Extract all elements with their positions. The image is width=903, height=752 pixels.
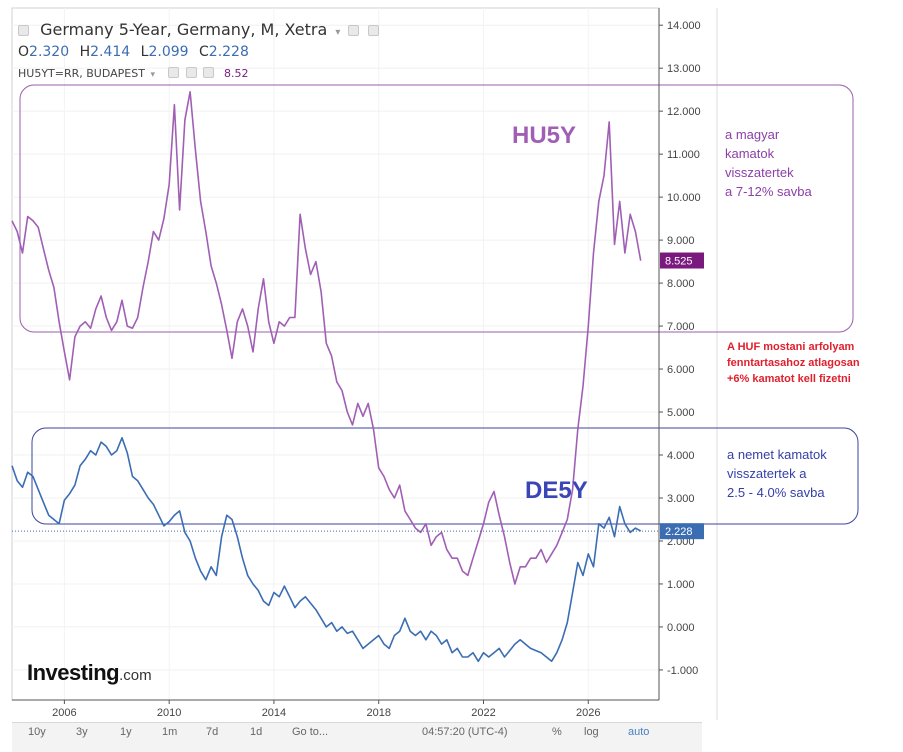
bottom-toolbar: 10y 3y 1y 1m 7d 1d Go to... 04:57:20 (UT… <box>12 722 702 752</box>
x-tick-label: 2010 <box>157 707 181 719</box>
logo-suffix: .com <box>119 667 152 684</box>
ohlc-low-value: 2.099 <box>148 44 189 60</box>
chart-title: Germany 5-Year, Germany, M, Xetra <box>40 20 328 39</box>
huf-note: A HUF mostani arfolyam fenntartasahoz at… <box>727 339 860 387</box>
ohlc-low-label: L <box>140 44 149 60</box>
x-tick-label: 2022 <box>471 707 495 719</box>
y-tick-label: 3.000 <box>667 493 695 505</box>
hu-note-line: kamatok <box>725 146 775 161</box>
close-icon[interactable] <box>203 67 215 78</box>
percent-toggle[interactable]: % <box>552 726 562 738</box>
range-7d-button[interactable]: 7d <box>206 726 219 738</box>
chart-series <box>11 91 659 663</box>
x-tick-label: 2018 <box>366 707 390 719</box>
log-toggle[interactable]: log <box>584 726 599 738</box>
last-value-text-de5y: 2.228 <box>665 526 693 538</box>
de-note-line: a nemet kamatok <box>727 447 827 462</box>
y-tick-label: 9.000 <box>667 235 695 247</box>
ohlc-close-label: C <box>199 44 209 60</box>
gear-icon[interactable] <box>367 25 379 36</box>
ohlc-open-value: 2.320 <box>29 44 70 60</box>
hu-note: a magyar kamatok visszatertek a 7-12% sa… <box>725 125 812 201</box>
ohlc-close-value: 2.228 <box>208 44 249 60</box>
chevron-down-icon[interactable]: ▾ <box>335 27 341 38</box>
ohlc-line: O2.320 H2.414 L2.099 C2.228 <box>18 44 249 60</box>
gear-icon[interactable] <box>185 67 197 78</box>
plot-frame <box>11 7 660 701</box>
hu-note-line: a magyar <box>725 127 780 142</box>
range-3y-button[interactable]: 3y <box>76 726 88 738</box>
y-tick-label: 12.000 <box>667 106 701 118</box>
series-line-de5y <box>11 437 642 663</box>
hu-note-line: a 7-12% savba <box>725 184 812 199</box>
last-value-text-hu5y: 8.525 <box>665 256 693 268</box>
y-tick-label: -1.000 <box>667 665 698 677</box>
ohlc-open-label: O <box>18 44 30 60</box>
y-tick-label: 7.000 <box>667 321 695 333</box>
chart-header: Germany 5-Year, Germany, M, Xetra ▾ <box>18 20 379 39</box>
range-1m-button[interactable]: 1m <box>162 726 178 738</box>
y-tick-label: 14.000 <box>667 20 701 32</box>
last-value-labels: 8.525 2.228 <box>660 252 704 540</box>
y-tick-label: 8.000 <box>667 278 695 290</box>
chevron-down-icon[interactable]: ▾ <box>150 70 155 80</box>
huf-note-line: fenntartasahoz atlagosan <box>727 357 860 369</box>
de-note: a nemet kamatok visszatertek a 2.5 - 4.0… <box>727 445 827 502</box>
ohlc-high-value: 2.414 <box>90 44 131 60</box>
y-tick-label: 0.000 <box>667 622 695 634</box>
hu5y-label: HU5Y <box>512 122 577 149</box>
auto-toggle[interactable]: auto <box>628 726 650 738</box>
y-tick-label: 5.000 <box>667 407 695 419</box>
overlay-value: 8.52 <box>223 67 249 80</box>
investing-logo: Investing.com <box>27 660 152 686</box>
huf-note-line: +6% kamatot kell fizetni <box>727 373 851 385</box>
huf-note-line: A HUF mostani arfolyam <box>727 341 855 353</box>
de-note-line: visszatertek a <box>727 466 807 481</box>
ohlc-high-label: H <box>79 44 91 60</box>
y-tick-label: 4.000 <box>667 450 695 462</box>
hu-range-box <box>19 84 854 333</box>
y-tick-label: 11.000 <box>667 149 700 161</box>
x-axis: 2006 2010 2014 2018 2022 2026 <box>12 699 659 719</box>
last-value-badge-hu5y <box>660 252 704 269</box>
x-tick-label: 2014 <box>262 707 286 719</box>
collapse-icon[interactable] <box>18 25 29 36</box>
last-value-badge-de5y <box>660 523 704 540</box>
range-10y-button[interactable]: 10y <box>28 726 46 738</box>
overlay-line: HU5YT=RR, BUDAPEST ▾ 8.52 <box>18 67 248 80</box>
x-tick-label: 2026 <box>576 707 600 719</box>
de-note-line: 2.5 - 4.0% savba <box>727 485 825 500</box>
y-tick-label: 13.000 <box>667 63 701 75</box>
range-1d-button[interactable]: 1d <box>250 726 263 738</box>
y-tick-label: 6.000 <box>667 364 695 376</box>
hu-note-line: visszatertek <box>725 165 794 180</box>
x-tick-label: 2006 <box>52 707 76 719</box>
range-1y-button[interactable]: 1y <box>120 726 132 738</box>
de5y-label: DE5Y <box>525 477 588 504</box>
y-tick-label: 10.000 <box>667 192 701 204</box>
y-tick-label: 1.000 <box>667 579 695 591</box>
eye-icon[interactable] <box>168 67 180 78</box>
series-line-hu5y <box>11 91 642 585</box>
eye-icon[interactable] <box>348 25 360 36</box>
clock-text: 04:57:20 (UTC-4) <box>422 726 508 738</box>
goto-button[interactable]: Go to... <box>292 726 329 738</box>
chart-grid <box>11 7 718 720</box>
overlay-symbol: HU5YT=RR, BUDAPEST <box>18 67 145 80</box>
logo-main: Investing <box>27 660 120 685</box>
y-axis: 14.000 13.000 12.000 11.000 10.000 9.000 8.000… <box>658 8 701 700</box>
